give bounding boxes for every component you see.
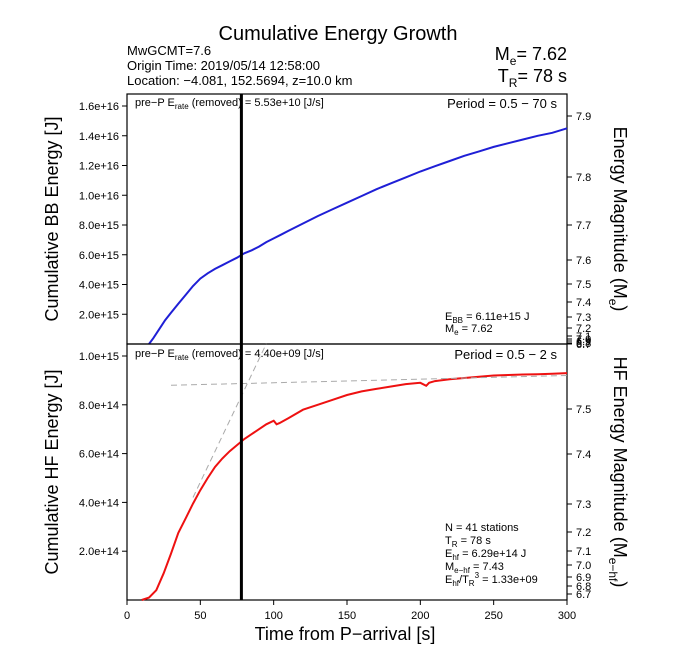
bb-mag-tick-label: 7.3 bbox=[576, 312, 591, 324]
hf-prep-rate: pre−P Erate (removed) = 4.40e+09 [J/s] bbox=[135, 348, 324, 362]
hf-mag-tick-label: 7.3 bbox=[576, 499, 591, 511]
hf-y-tick-label: 8.0e+14 bbox=[79, 400, 119, 412]
hf-y-tick-label: 4.0e+14 bbox=[79, 497, 119, 509]
hf-mag-tick-label: 7.2 bbox=[576, 527, 591, 539]
hf-mag-tick-label: 7.5 bbox=[576, 404, 591, 416]
bb-mag-tick-label: 7.5 bbox=[576, 279, 591, 291]
event-name: MwGCMT=7.6 bbox=[127, 43, 211, 58]
bb-energy-panel: 1.6e+16 1.4e+16 1.2e+16 1.0e+16 8.0e+15 6.0e+… bbox=[42, 93, 630, 351]
bb-y-tick-label: 1.4e+16 bbox=[79, 131, 119, 143]
hf-fit-line-2 bbox=[192, 343, 267, 498]
x-axis-ticks: 0 50 100 150 200 250 300 bbox=[124, 600, 576, 622]
hf-mag-tick-label: 6.7 bbox=[576, 589, 591, 601]
me-summary: Me= 7.62 bbox=[495, 44, 567, 68]
hf-y-ticks: 1.0e+15 8.0e+14 6.0e+14 4.0e+14 2.0e+14 bbox=[79, 351, 127, 558]
bb-mag-tick-label: 6.9 bbox=[576, 336, 591, 348]
hf-stations-annotation: N = 41 stations bbox=[445, 522, 519, 534]
bb-y-tick-label: 6.0e+15 bbox=[79, 250, 119, 262]
hf-period: Period = 0.5 − 2 s bbox=[454, 347, 557, 362]
x-tick-label: 300 bbox=[558, 610, 576, 622]
bb-energy-curve bbox=[148, 127, 568, 345]
bb-y-tick-label: 8.0e+15 bbox=[79, 220, 119, 232]
bb-y-tick-label: 1.0e+16 bbox=[79, 190, 119, 202]
hf-magnitude-ticks: 7.5 7.4 7.3 7.2 7.1 7.06.96.86.7 bbox=[567, 404, 591, 601]
bb-mag-tick-label: 7.6 bbox=[576, 255, 591, 267]
bb-y-tick-label: 1.6e+16 bbox=[79, 101, 119, 113]
x-axis-label: Time from P−arrival [s] bbox=[255, 624, 436, 644]
bb-mag-tick-label: 7.8 bbox=[576, 172, 591, 184]
hf-tr-annotation: TR = 78 s bbox=[445, 535, 491, 549]
hf-y-tick-label: 2.0e+14 bbox=[79, 546, 119, 558]
x-tick-label: 50 bbox=[194, 610, 206, 622]
bb-mag-tick-label: 6.7 bbox=[576, 339, 591, 351]
bb-energy-annotation: EBB = 6.11e+15 J bbox=[445, 311, 529, 325]
x-tick-label: 250 bbox=[484, 610, 502, 622]
bb-y2-axis-label: Energy Magnitude (Me) bbox=[606, 127, 630, 312]
hf-mag-tick-label: 7.4 bbox=[576, 449, 591, 461]
hf-mag-tick-label: 6.8 bbox=[576, 581, 591, 593]
figure-title: Cumulative Energy Growth bbox=[219, 23, 458, 45]
bb-y-axis-label: Cumulative BB Energy [J] bbox=[42, 116, 62, 321]
bb-magnitude-ticks: 7.9 7.8 7.7 7.6 7.5 7.4 7.37.27.17.06.96.86.7 bbox=[567, 111, 591, 351]
hf-energy-annotation: Ehf = 6.29e+14 J bbox=[445, 548, 526, 562]
hf-y2-axis-label: HF Energy Magnitude (Me−hf) bbox=[606, 357, 630, 588]
bb-mag-tick-label: 7.4 bbox=[576, 297, 591, 309]
bb-mag-tick-label: 6.8 bbox=[576, 338, 591, 350]
bb-y-tick-label: 4.0e+15 bbox=[79, 280, 119, 292]
bb-mag-tick-label: 7.7 bbox=[576, 220, 591, 232]
bb-prep-rate: pre−P Erate (removed) = 5.53e+10 [J/s] bbox=[135, 97, 324, 111]
bb-y-tick-label: 2.0e+15 bbox=[79, 309, 119, 321]
bb-y-tick-label: 1.2e+16 bbox=[79, 161, 119, 173]
bb-energy-lines bbox=[148, 94, 568, 345]
hf-fit-line-1 bbox=[170, 375, 568, 386]
bb-mag-tick-label: 7.9 bbox=[576, 111, 591, 123]
x-tick-label: 0 bbox=[124, 610, 130, 622]
x-tick-label: 100 bbox=[264, 610, 282, 622]
bb-period: Period = 0.5 − 70 s bbox=[447, 96, 557, 111]
hf-mag-tick-label: 7.0 bbox=[576, 560, 591, 572]
bb-mag-tick-label: 7.1 bbox=[576, 331, 591, 343]
hf-energy-panel: 1.0e+158.0e+146.0e+144.0e+142.0e+14 7.57… bbox=[42, 343, 630, 601]
bb-y-ticks: 1.6e+16 1.4e+16 1.2e+16 1.0e+16 8.0e+15 6.0e+… bbox=[79, 101, 127, 321]
event-location: Location: −4.081, 152.5694, z=10.0 km bbox=[127, 73, 353, 88]
origin-time: Origin Time: 2019/05/14 12:58:00 bbox=[127, 58, 320, 73]
x-tick-label: 150 bbox=[338, 610, 356, 622]
bb-me-annotation: Me = 7.62 bbox=[445, 323, 493, 337]
hf-energy-lines bbox=[141, 343, 568, 601]
hf-me-annotation: Me−hf = 7.43 bbox=[445, 561, 504, 575]
hf-mag-tick-label: 7.1 bbox=[576, 546, 591, 558]
hf-y-tick-label: 1.0e+15 bbox=[79, 351, 119, 363]
x-tick-label: 200 bbox=[411, 610, 429, 622]
tr-summary: TR= 78 s bbox=[498, 66, 567, 90]
hf-mag-tick-label: 6.9 bbox=[576, 572, 591, 584]
bb-mag-tick-label: 7.2 bbox=[576, 323, 591, 335]
hf-ratio-annotation: Ehf/TR3 = 1.33e+09 bbox=[445, 571, 538, 588]
hf-y-axis-label: Cumulative HF Energy [J] bbox=[42, 369, 62, 574]
bb-mag-tick-label: 7.0 bbox=[576, 334, 591, 346]
hf-y-tick-label: 6.0e+14 bbox=[79, 449, 119, 461]
bb-plot-frame bbox=[126, 93, 568, 345]
